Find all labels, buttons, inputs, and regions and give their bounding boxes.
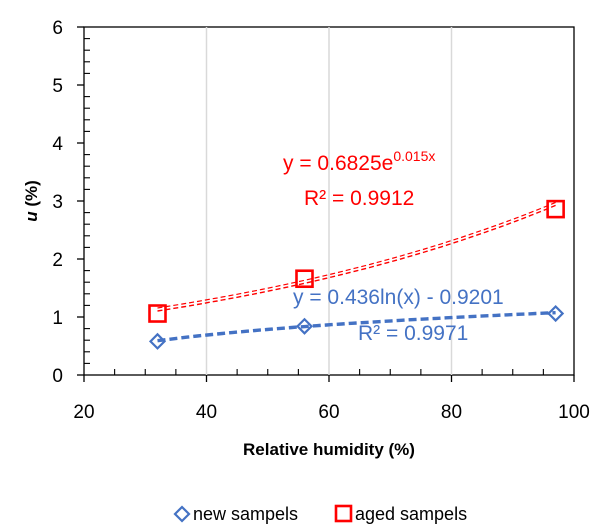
x-axis-title: Relative humidity (%) — [243, 440, 415, 459]
y-tick-label: 1 — [52, 308, 63, 329]
aged-equation: y = 0.6825e0.015x — [283, 148, 435, 175]
x-axis: 20 40 60 80 100 — [73, 369, 590, 423]
x-tick-label: 20 — [73, 402, 94, 423]
markers — [148, 199, 565, 350]
legend-new-label: new sampels — [193, 504, 298, 524]
y-axis-title-symbol: u — [22, 211, 41, 222]
legend-aged-marker — [334, 504, 353, 523]
data-point-aged — [148, 304, 167, 323]
y-tick-label: 6 — [52, 18, 63, 39]
legend-aged-label: aged sampels — [355, 504, 467, 524]
aged-r2: R² = 0.9912 — [304, 187, 414, 210]
data-point-aged — [546, 199, 565, 219]
y-axis-title-unit: (%) — [22, 180, 41, 211]
y-axis: 0 1 2 3 4 5 6 — [52, 18, 90, 387]
x-tick-label: 100 — [558, 402, 590, 423]
trendline-aged-echo — [157, 201, 556, 309]
data-point-aged — [295, 269, 314, 289]
y-tick-label: 3 — [52, 192, 63, 213]
x-tick-label: 40 — [196, 402, 217, 423]
data-point-new — [148, 332, 167, 350]
y-tick-label: 0 — [52, 366, 63, 387]
y-tick-label: 4 — [52, 134, 63, 155]
y-axis-title: u (%) — [22, 180, 41, 222]
trendline-aged — [157, 204, 556, 312]
trendlines — [157, 201, 556, 343]
y-tick-label: 2 — [52, 250, 63, 271]
data-point-new — [295, 317, 314, 335]
legend: new sampels aged sampels — [173, 504, 467, 524]
x-tick-label: 80 — [441, 402, 462, 423]
legend-new-marker — [173, 505, 191, 523]
y-tick-label: 5 — [52, 76, 63, 97]
data-point-new — [547, 304, 565, 323]
aged-equation-base: y = 0.6825e — [283, 152, 393, 175]
x-tick-label: 60 — [318, 402, 339, 423]
aged-equation-exponent: 0.015x — [393, 148, 435, 164]
new-r2: R² = 0.9971 — [358, 322, 468, 345]
trendline-new — [157, 311, 556, 343]
new-equation: y = 0.436ln(x) - 0.9201 — [293, 286, 504, 309]
